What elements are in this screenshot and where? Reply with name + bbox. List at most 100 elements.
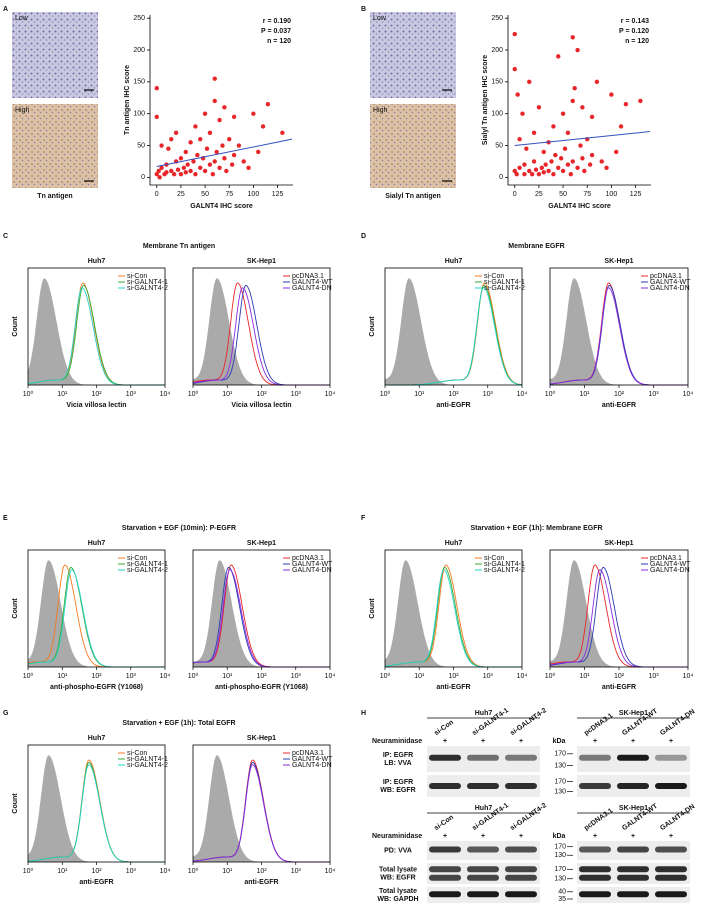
stat: r = 0.190 <box>263 18 291 25</box>
blot-band <box>467 783 499 789</box>
point <box>251 111 256 116</box>
point <box>195 152 200 158</box>
point <box>246 165 251 171</box>
x-tick-label: 10³ <box>291 868 302 875</box>
blot-band <box>505 754 537 761</box>
blot-band <box>579 874 611 881</box>
control-histogram <box>193 278 330 385</box>
mw-marker: 130 <box>554 762 566 769</box>
lane-label: si-Con <box>433 814 455 832</box>
point <box>589 152 595 158</box>
point <box>541 149 546 155</box>
cell-line: Huh7 <box>475 710 493 717</box>
point <box>522 162 527 167</box>
ihc-level: Low <box>15 15 29 22</box>
point <box>560 111 566 116</box>
row-label: Total lysate <box>379 866 417 873</box>
x-axis-label: GALNT4 IHC score <box>190 203 253 210</box>
x-tick-label: 10² <box>614 673 625 680</box>
cell-line: SK-Hep1 <box>619 805 648 812</box>
point <box>578 143 583 148</box>
x-tick-label: 50 <box>559 191 567 198</box>
plot-title: SK-Hep1 <box>604 540 633 547</box>
treatment-sign: + <box>669 738 673 745</box>
point <box>236 143 242 148</box>
point <box>212 98 217 104</box>
point <box>512 66 517 72</box>
plot-title: Huh7 <box>88 540 106 547</box>
blot-band <box>467 846 499 853</box>
x-tick-label: 10¹ <box>222 673 233 680</box>
x-tick-label: 10¹ <box>57 391 68 398</box>
legend-label: si-Con <box>127 555 147 562</box>
legend-label: pcDNA3.1 <box>650 555 682 562</box>
blot-band <box>505 874 537 881</box>
point <box>536 171 542 177</box>
plot-title: Huh7 <box>445 258 463 265</box>
point <box>212 76 217 81</box>
legend-label: si-GALNT4-1 <box>127 279 168 286</box>
x-tick-label: 10² <box>91 673 102 680</box>
ihc-level: High <box>373 107 388 114</box>
point <box>551 124 556 129</box>
point <box>185 162 190 167</box>
point <box>512 168 517 174</box>
x-tick-label: 10² <box>91 391 102 398</box>
point <box>256 149 261 155</box>
x-tick-label: 10² <box>448 391 459 398</box>
point <box>217 117 222 123</box>
ihc-level: High <box>15 107 30 114</box>
blot-band <box>617 874 649 881</box>
point <box>241 159 246 164</box>
blot-band <box>617 891 649 898</box>
legend-label: GALNT4-DN <box>650 285 690 292</box>
treatment-sign: + <box>443 833 447 840</box>
point <box>166 146 171 151</box>
x-tick-label: 10⁴ <box>325 868 336 875</box>
x-tick-label: 75 <box>225 191 233 198</box>
control-histogram <box>550 560 688 667</box>
x-tick-label: 10⁰ <box>188 672 199 680</box>
row-label: PD: VVA <box>384 847 412 854</box>
x-axis-label: anti-phospho-EGFR (Y1068) <box>215 684 308 691</box>
x-tick-label: 10⁴ <box>160 868 171 875</box>
legend-label: si-GALNT4-2 <box>484 285 525 292</box>
blot-band <box>467 874 499 881</box>
legend-label: si-GALNT4-2 <box>127 285 168 292</box>
legend-label: GALNT4-WT <box>650 561 691 568</box>
point <box>175 167 181 172</box>
row-label: WB: EGFR <box>380 787 415 794</box>
point <box>551 171 556 177</box>
point <box>178 171 184 177</box>
point <box>178 156 184 161</box>
legend-label: GALNT4-DN <box>292 762 332 769</box>
point <box>609 92 614 97</box>
stat: P = 0.037 <box>261 28 291 35</box>
lane-label: GALNT4-DN <box>659 803 696 832</box>
point <box>181 165 187 171</box>
x-tick-label: 10³ <box>291 673 302 680</box>
x-tick-label: 10³ <box>291 391 302 398</box>
y-axis-label: Count <box>12 598 19 619</box>
y-axis-label: Count <box>12 793 19 814</box>
x-tick-label: 10¹ <box>414 673 425 680</box>
section-title: Membrane EGFR <box>508 243 564 250</box>
ihc-level: Low <box>373 15 387 22</box>
legend-label: si-GALNT4-1 <box>127 561 168 568</box>
point <box>565 130 571 135</box>
x-tick-label: 10⁰ <box>545 390 556 398</box>
x-tick-label: 10⁴ <box>325 673 336 680</box>
x-tick-label: 10⁴ <box>160 391 171 398</box>
x-tick-label: 0 <box>155 191 159 198</box>
blot-band <box>505 866 537 873</box>
point <box>558 156 564 161</box>
plot-title: Huh7 <box>88 258 106 265</box>
point <box>220 143 225 148</box>
plot-title: Huh7 <box>445 540 463 547</box>
point <box>157 175 162 180</box>
treatment-sign: + <box>669 833 673 840</box>
row-label: LB: VVA <box>384 760 411 767</box>
point <box>231 152 237 158</box>
panel-letter: G <box>3 710 9 717</box>
